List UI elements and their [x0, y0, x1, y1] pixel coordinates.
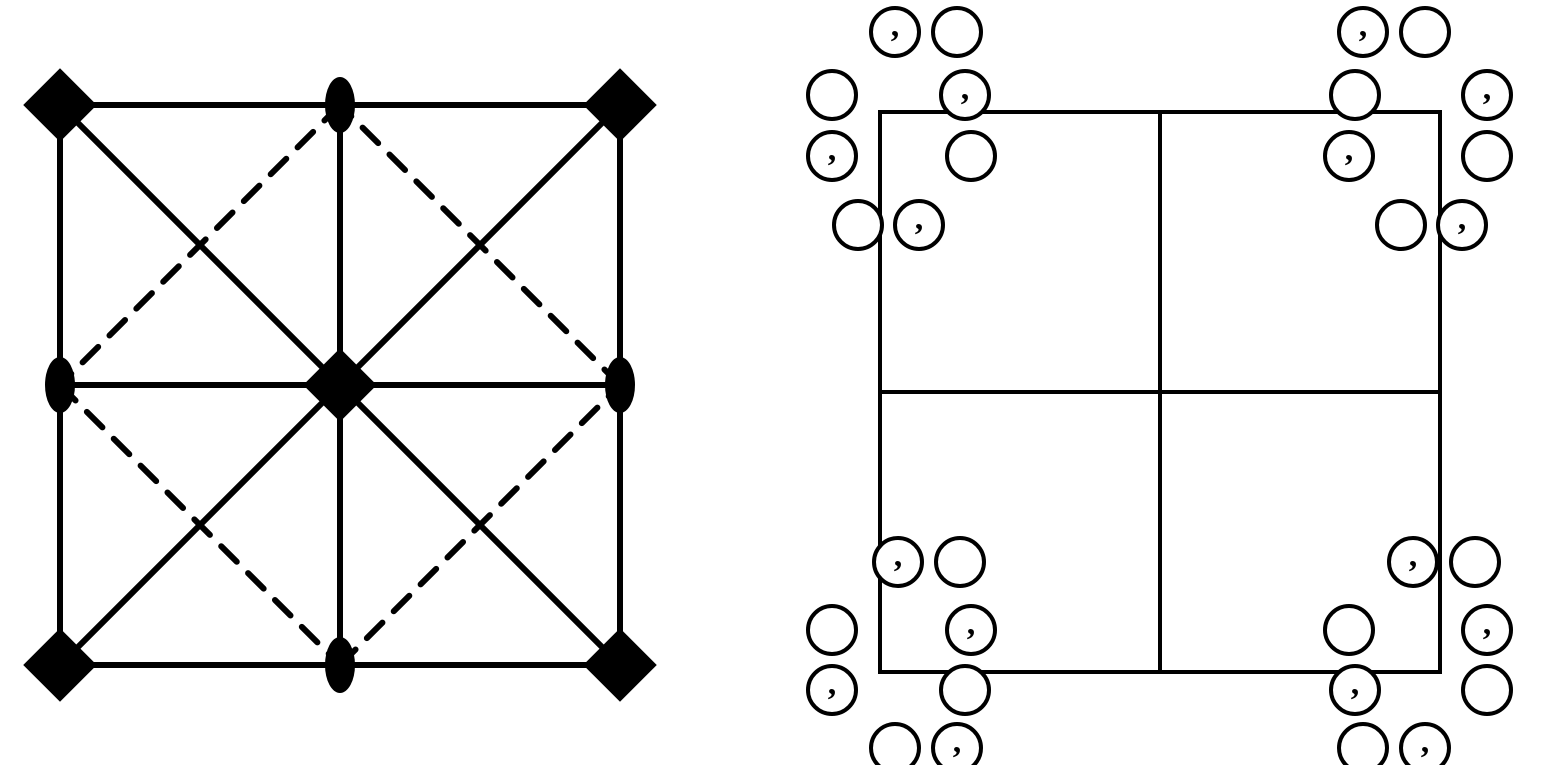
empty-circle [808, 606, 856, 654]
comma-mark: , [1359, 7, 1368, 44]
comma-mark: , [1421, 723, 1430, 760]
empty-circle [871, 724, 919, 765]
empty-circle [933, 8, 981, 56]
comma-mark: , [953, 723, 962, 760]
diagram-canvas: ,,,,,,,,,,,,,,,, [0, 0, 1543, 765]
comma-mark: , [1458, 200, 1467, 237]
empty-circle [1325, 606, 1373, 654]
comma-mark: , [894, 537, 903, 574]
empty-circle [936, 538, 984, 586]
comma-mark: , [1483, 70, 1492, 107]
lens-node [605, 357, 635, 413]
lens-node [325, 77, 355, 133]
comma-mark: , [967, 605, 976, 642]
empty-circle [941, 666, 989, 714]
comma-mark: , [1483, 605, 1492, 642]
empty-circle [947, 132, 995, 180]
comma-mark: , [828, 665, 837, 702]
lens-node [325, 637, 355, 693]
empty-circle [1451, 538, 1499, 586]
right-diagram: ,,,,,,,,,,,,,,,, [808, 7, 1511, 765]
comma-mark: , [915, 200, 924, 237]
comma-mark: , [1345, 131, 1354, 168]
comma-mark: , [891, 7, 900, 44]
empty-circle [808, 71, 856, 119]
empty-circle [1377, 201, 1425, 249]
comma-mark: , [1351, 665, 1360, 702]
empty-circle [1339, 724, 1387, 765]
empty-circle [1331, 71, 1379, 119]
comma-mark: , [961, 70, 970, 107]
lens-node [45, 357, 75, 413]
empty-circle [1463, 132, 1511, 180]
empty-circle [1401, 8, 1449, 56]
left-diagram [23, 68, 657, 702]
empty-circle [1463, 666, 1511, 714]
comma-mark: , [828, 131, 837, 168]
comma-mark: , [1409, 537, 1418, 574]
empty-circle [834, 201, 882, 249]
